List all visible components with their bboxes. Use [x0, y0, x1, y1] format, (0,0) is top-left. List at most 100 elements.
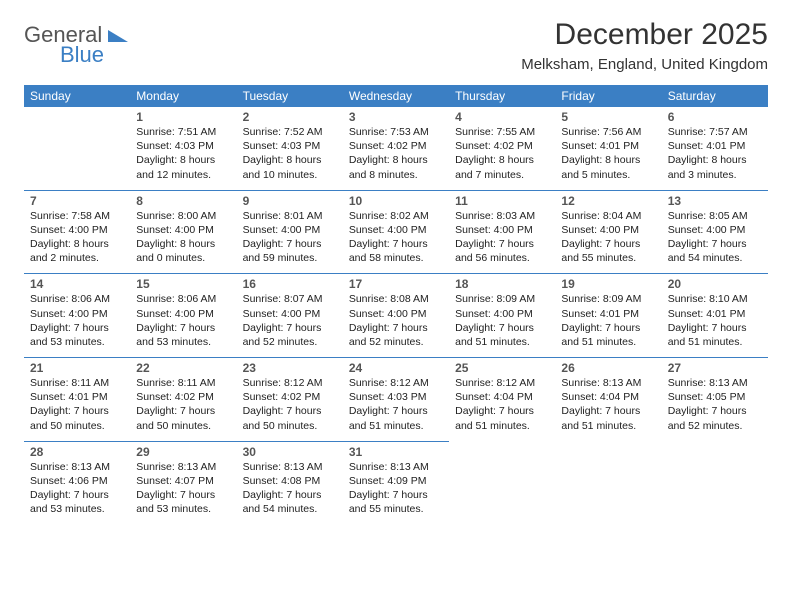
daylight-text: and 52 minutes. [243, 335, 337, 349]
daylight-text: Daylight: 8 hours [668, 153, 762, 167]
sunset-text: Sunset: 4:01 PM [561, 139, 655, 153]
calendar-day-cell: 23Sunrise: 8:12 AMSunset: 4:02 PMDayligh… [237, 358, 343, 442]
daylight-text: and 53 minutes. [136, 335, 230, 349]
sunrise-text: Sunrise: 8:02 AM [349, 209, 443, 223]
sunrise-text: Sunrise: 8:01 AM [243, 209, 337, 223]
calendar-day-cell: 27Sunrise: 8:13 AMSunset: 4:05 PMDayligh… [662, 358, 768, 442]
sunrise-text: Sunrise: 8:12 AM [455, 376, 549, 390]
calendar-table: Sunday Monday Tuesday Wednesday Thursday… [24, 85, 768, 524]
day-number: 11 [455, 194, 549, 208]
calendar-day-cell: 21Sunrise: 8:11 AMSunset: 4:01 PMDayligh… [24, 358, 130, 442]
sunrise-text: Sunrise: 7:55 AM [455, 125, 549, 139]
sunrise-text: Sunrise: 8:09 AM [561, 292, 655, 306]
day-number: 21 [30, 361, 124, 375]
daylight-text: and 5 minutes. [561, 168, 655, 182]
day-number: 15 [136, 277, 230, 291]
sunrise-text: Sunrise: 8:07 AM [243, 292, 337, 306]
sunset-text: Sunset: 4:04 PM [455, 390, 549, 404]
day-number: 26 [561, 361, 655, 375]
calendar-week-row: 14 Sunrise: 8:06 AM Sunset: 4:00 PM Dayligh… [24, 274, 768, 358]
sunset-text: Sunset: 4:07 PM [136, 474, 230, 488]
calendar-day-cell: 8Sunrise: 8:00 AMSunset: 4:00 PMDaylight… [130, 190, 236, 274]
calendar-day-cell: 11Sunrise: 8:03 AMSunset: 4:00 PMDayligh… [449, 190, 555, 274]
sunset-text: Sunset: 4:01 PM [668, 139, 762, 153]
daylight-text: and 51 minutes. [349, 419, 443, 433]
day-number: 25 [455, 361, 549, 375]
daylight-text: Daylight: 7 hours [455, 404, 549, 418]
daylight-text: Daylight: 8 hours [561, 153, 655, 167]
sunrise-text: Sunrise: 8:13 AM [30, 460, 124, 474]
calendar-week-row: 21Sunrise: 8:11 AMSunset: 4:01 PMDayligh… [24, 358, 768, 442]
calendar-day-cell: 12Sunrise: 8:04 AMSunset: 4:00 PMDayligh… [555, 190, 661, 274]
day-number: 22 [136, 361, 230, 375]
daylight-text: and 51 minutes. [561, 335, 655, 349]
calendar-day-cell: 26Sunrise: 8:13 AMSunset: 4:04 PMDayligh… [555, 358, 661, 442]
sunrise-text: Sunrise: 8:13 AM [243, 460, 337, 474]
sunrise-text: Sunrise: 7:52 AM [243, 125, 337, 139]
calendar-day-cell: 4Sunrise: 7:55 AMSunset: 4:02 PMDaylight… [449, 107, 555, 190]
daylight-text: Daylight: 8 hours [136, 153, 230, 167]
daylight-text: and 50 minutes. [243, 419, 337, 433]
sunrise-text: Sunrise: 8:08 AM [349, 292, 443, 306]
sunset-text: Sunset: 4:09 PM [349, 474, 443, 488]
sunset-text: Sunset: 4:02 PM [136, 390, 230, 404]
sunset-text: Sunset: 4:00 PM [136, 223, 230, 237]
day-number: 18 [455, 277, 549, 291]
sunrise-text: Sunrise: 8:03 AM [455, 209, 549, 223]
calendar-day-cell: 30Sunrise: 8:13 AMSunset: 4:08 PMDayligh… [237, 441, 343, 524]
calendar-week-row: 1Sunrise: 7:51 AMSunset: 4:03 PMDaylight… [24, 107, 768, 190]
weekday-header: Wednesday [343, 85, 449, 107]
day-number: 4 [455, 110, 549, 124]
sunset-text: Sunset: 4:01 PM [30, 390, 124, 404]
day-number: 7 [30, 194, 124, 208]
sunset-text: Sunset: 4:01 PM [561, 307, 655, 321]
calendar-day-cell: 9Sunrise: 8:01 AMSunset: 4:00 PMDaylight… [237, 190, 343, 274]
day-number: 24 [349, 361, 443, 375]
sunrise-text: Sunrise: 7:56 AM [561, 125, 655, 139]
day-number: 16 [243, 277, 337, 291]
daylight-text: and 10 minutes. [243, 168, 337, 182]
daylight-text: Daylight: 7 hours [561, 404, 655, 418]
sunrise-text: Sunrise: 7:53 AM [349, 125, 443, 139]
daylight-text: Daylight: 8 hours [136, 237, 230, 251]
sunrise-text: Sunrise: 8:06 AM [136, 292, 230, 306]
weekday-header: Sunday [24, 85, 130, 107]
day-number: 14 [30, 277, 124, 291]
logo-line2: Blue [60, 44, 128, 66]
logo-text: General Blue [24, 24, 128, 66]
weekday-header: Friday [555, 85, 661, 107]
daylight-text: Daylight: 7 hours [136, 404, 230, 418]
sunrise-text: Sunrise: 8:13 AM [561, 376, 655, 390]
calendar-day-cell: 15Sunrise: 8:06 AMSunset: 4:00 PMDayligh… [130, 274, 236, 358]
calendar-day-cell: 6Sunrise: 7:57 AMSunset: 4:01 PMDaylight… [662, 107, 768, 190]
daylight-text: and 51 minutes. [455, 419, 549, 433]
daylight-text: and 53 minutes. [30, 335, 124, 349]
sunset-text: Sunset: 4:05 PM [668, 390, 762, 404]
daylight-text: and 55 minutes. [349, 502, 443, 516]
daylight-text: Daylight: 7 hours [668, 237, 762, 251]
daylight-text: and 51 minutes. [561, 419, 655, 433]
daylight-text: and 52 minutes. [668, 419, 762, 433]
sunrise-text: Sunrise: 8:13 AM [136, 460, 230, 474]
day-number: 20 [668, 277, 762, 291]
calendar-day-cell: 24Sunrise: 8:12 AMSunset: 4:03 PMDayligh… [343, 358, 449, 442]
calendar-day-cell: 2Sunrise: 7:52 AMSunset: 4:03 PMDaylight… [237, 107, 343, 190]
sunset-text: Sunset: 4:02 PM [243, 390, 337, 404]
daylight-text: Daylight: 7 hours [30, 404, 124, 418]
sunrise-text: Sunrise: 8:05 AM [668, 209, 762, 223]
sunrise-text: Sunrise: 8:00 AM [136, 209, 230, 223]
weekday-header-row: Sunday Monday Tuesday Wednesday Thursday… [24, 85, 768, 107]
day-number: 27 [668, 361, 762, 375]
day-number: 10 [349, 194, 443, 208]
logo-triangle-icon [108, 22, 128, 47]
daylight-text: and 53 minutes. [136, 502, 230, 516]
sunset-text: Sunset: 4:02 PM [349, 139, 443, 153]
sunset-text: Sunset: 4:00 PM [455, 223, 549, 237]
daylight-text: and 7 minutes. [455, 168, 549, 182]
header: General Blue December 2025 Melksham, Eng… [24, 18, 768, 73]
daylight-text: Daylight: 7 hours [243, 321, 337, 335]
calendar-day-cell: 25Sunrise: 8:12 AMSunset: 4:04 PMDayligh… [449, 358, 555, 442]
sunset-text: Sunset: 4:01 PM [668, 307, 762, 321]
day-number: 2 [243, 110, 337, 124]
sunset-text: Sunset: 4:00 PM [455, 307, 549, 321]
